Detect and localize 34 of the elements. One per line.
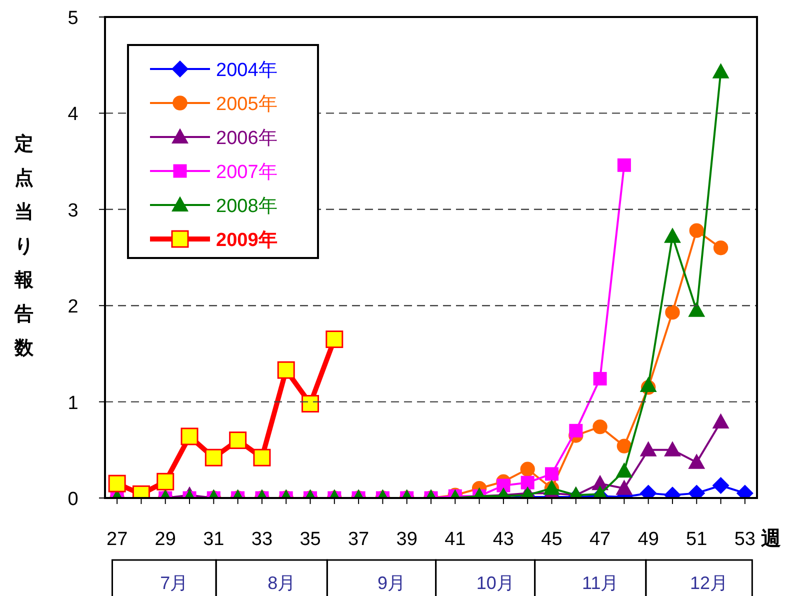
x-tick-label: 33 <box>251 529 273 550</box>
text: 8月 <box>268 573 296 593</box>
y-tick-label: 5 <box>68 8 78 29</box>
x-tick-label: 41 <box>444 529 466 550</box>
x-tick-label: 37 <box>348 529 370 550</box>
y-axis-title: 定点当り報告数 <box>14 133 34 359</box>
x-tick-label: 35 <box>300 529 321 550</box>
legend-label: 2008年 <box>216 196 278 217</box>
x-tick-label: 47 <box>589 529 611 550</box>
x-tick-label: 29 <box>154 529 176 550</box>
legend-label: 2009年 <box>216 230 278 251</box>
text: 10月 <box>476 573 514 593</box>
text: 9月 <box>377 573 406 593</box>
text: 7月 <box>160 573 188 593</box>
x-tick-label: 45 <box>541 529 562 550</box>
y-tick-label: 0 <box>68 489 78 510</box>
text: 12月 <box>690 573 728 593</box>
y-tick-label: 2 <box>68 296 78 318</box>
text: 11月 <box>582 573 619 593</box>
x-tick-label: 31 <box>203 529 224 550</box>
x-tick-label: 43 <box>492 529 514 550</box>
y-tick-label: 4 <box>68 104 79 126</box>
x-tick-label: 39 <box>396 529 418 550</box>
x-tick-label: 51 <box>686 529 708 550</box>
y-tick-label: 1 <box>68 392 78 414</box>
legend-label: 2004年 <box>216 60 278 81</box>
x-tick-label: 53 <box>734 529 756 550</box>
x-tick-label: 49 <box>638 529 659 550</box>
y-tick-label: 3 <box>68 200 78 222</box>
x-tick-label: 27 <box>106 529 128 550</box>
legend-label: 2006年 <box>216 128 278 149</box>
legend-label: 2005年 <box>216 94 278 115</box>
legend-label: 2007年 <box>216 162 278 183</box>
x-axis-title: 週 <box>760 528 781 550</box>
